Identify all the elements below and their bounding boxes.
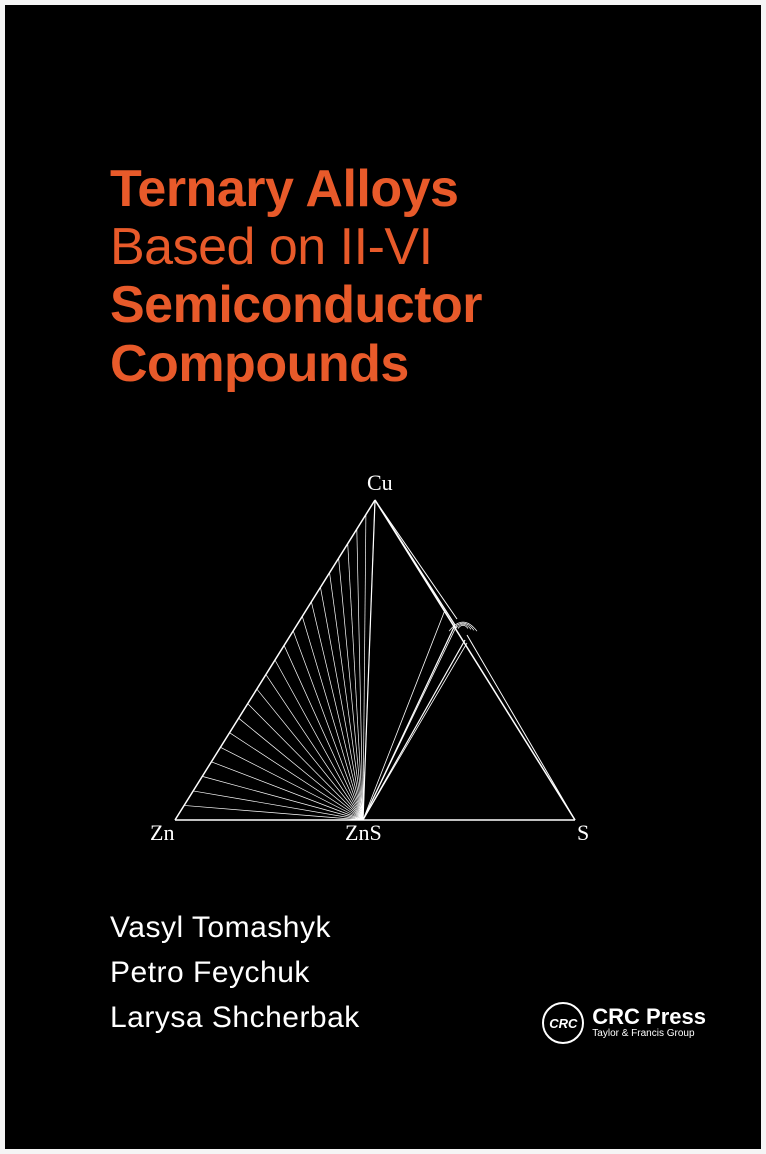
author-1: Vasyl Tomashyk bbox=[110, 905, 360, 950]
author-2: Petro Feychuk bbox=[110, 950, 360, 995]
title-line-2: Based on II-VI bbox=[110, 218, 691, 276]
vertex-label-bottom-left: Zn bbox=[150, 820, 174, 846]
crc-circle-icon: CRC bbox=[542, 1002, 584, 1044]
book-cover: Ternary Alloys Based on II-VI Semiconduc… bbox=[5, 5, 761, 1149]
vertex-label-bottom-right: S bbox=[577, 820, 589, 846]
title-line-4: Compounds bbox=[110, 335, 691, 393]
ternary-diagram: Cu Zn ZnS S bbox=[145, 475, 605, 855]
authors-block: Vasyl Tomashyk Petro Feychuk Larysa Shch… bbox=[110, 905, 360, 1040]
vertex-label-bottom-mid: ZnS bbox=[345, 820, 382, 846]
publisher-logo: CRC CRC Press Taylor & Francis Group bbox=[542, 1002, 706, 1044]
publisher-main: CRC Press bbox=[592, 1006, 706, 1028]
title-line-1: Ternary Alloys bbox=[110, 160, 691, 218]
vertex-label-top: Cu bbox=[367, 470, 393, 496]
ternary-svg bbox=[145, 475, 605, 855]
publisher-text: CRC Press Taylor & Francis Group bbox=[592, 1006, 706, 1040]
title-block: Ternary Alloys Based on II-VI Semiconduc… bbox=[110, 160, 691, 393]
title-line-3: Semiconductor bbox=[110, 276, 691, 334]
author-3: Larysa Shcherbak bbox=[110, 995, 360, 1040]
publisher-sub: Taylor & Francis Group bbox=[592, 1028, 706, 1040]
